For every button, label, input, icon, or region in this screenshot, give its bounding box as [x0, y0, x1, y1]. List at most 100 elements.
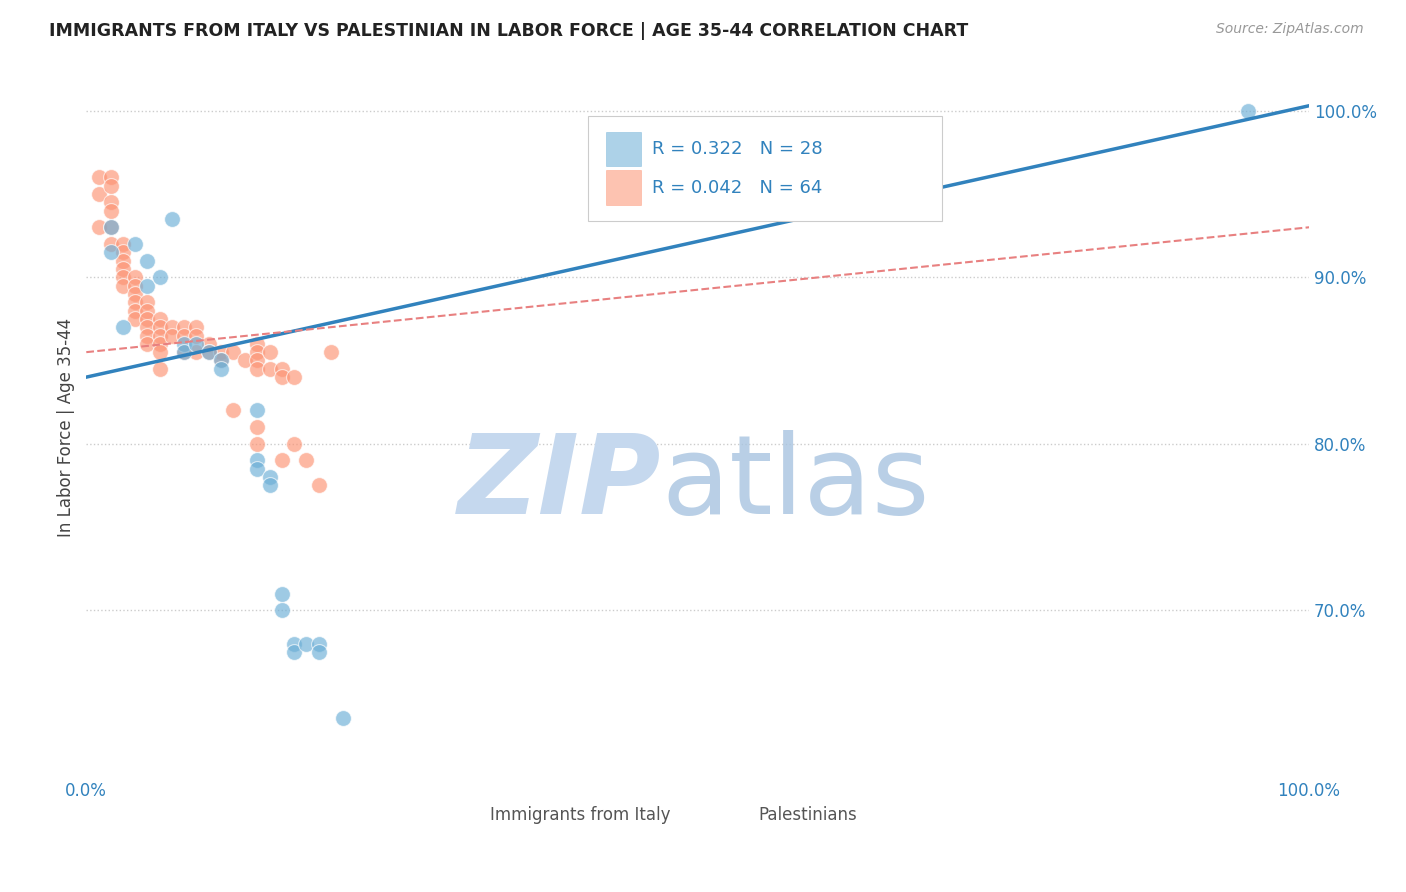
Point: [136, 328, 159, 343]
Point: [246, 353, 269, 368]
Point: [136, 295, 159, 310]
Point: [111, 278, 134, 293]
Point: [124, 278, 146, 293]
FancyBboxPatch shape: [606, 170, 641, 204]
Point: [308, 645, 330, 659]
Point: [111, 320, 134, 334]
Point: [149, 361, 172, 376]
FancyBboxPatch shape: [720, 805, 751, 830]
Text: Palestinians: Palestinians: [759, 806, 858, 824]
Point: [87, 186, 110, 201]
Point: [136, 278, 159, 293]
Point: [149, 345, 172, 359]
Point: [209, 361, 232, 376]
Point: [222, 345, 245, 359]
Point: [246, 336, 269, 351]
Point: [246, 403, 269, 417]
Point: [100, 245, 122, 260]
Point: [246, 436, 269, 450]
Point: [173, 345, 195, 359]
Text: Source: ZipAtlas.com: Source: ZipAtlas.com: [1216, 22, 1364, 37]
Text: atlas: atlas: [661, 430, 929, 536]
Point: [246, 461, 269, 475]
Point: [283, 636, 305, 650]
Point: [186, 336, 208, 351]
Point: [136, 336, 159, 351]
FancyBboxPatch shape: [606, 132, 641, 166]
Point: [160, 211, 183, 226]
Point: [124, 303, 146, 318]
Point: [111, 236, 134, 251]
Point: [319, 345, 342, 359]
Text: R = 0.322   N = 28: R = 0.322 N = 28: [652, 140, 823, 159]
Point: [222, 403, 245, 417]
Point: [209, 353, 232, 368]
Point: [332, 711, 354, 725]
Point: [111, 253, 134, 268]
Point: [295, 453, 318, 467]
FancyBboxPatch shape: [451, 805, 482, 830]
Point: [283, 436, 305, 450]
Point: [271, 361, 294, 376]
Point: [283, 645, 305, 659]
Point: [136, 311, 159, 326]
Point: [160, 320, 183, 334]
Point: [186, 320, 208, 334]
Point: [111, 270, 134, 285]
Point: [197, 345, 219, 359]
Point: [308, 636, 330, 650]
Point: [271, 586, 294, 600]
Point: [271, 603, 294, 617]
Point: [149, 311, 172, 326]
Point: [271, 453, 294, 467]
Point: [100, 220, 122, 235]
Point: [209, 353, 232, 368]
Point: [160, 328, 183, 343]
Point: [100, 220, 122, 235]
Text: IMMIGRANTS FROM ITALY VS PALESTINIAN IN LABOR FORCE | AGE 35-44 CORRELATION CHAR: IMMIGRANTS FROM ITALY VS PALESTINIAN IN …: [49, 22, 969, 40]
Point: [124, 236, 146, 251]
Point: [111, 261, 134, 276]
Point: [186, 328, 208, 343]
Point: [295, 636, 318, 650]
Point: [246, 345, 269, 359]
FancyBboxPatch shape: [588, 116, 942, 221]
Point: [173, 345, 195, 359]
Point: [246, 453, 269, 467]
Point: [233, 353, 256, 368]
Point: [246, 420, 269, 434]
Point: [124, 311, 146, 326]
Point: [124, 295, 146, 310]
Point: [124, 286, 146, 301]
Point: [149, 328, 172, 343]
Point: [136, 320, 159, 334]
Point: [136, 253, 159, 268]
Point: [136, 303, 159, 318]
Point: [197, 345, 219, 359]
Point: [186, 345, 208, 359]
Point: [124, 270, 146, 285]
Text: ZIP: ZIP: [457, 430, 661, 536]
Point: [259, 345, 281, 359]
Text: R = 0.042   N = 64: R = 0.042 N = 64: [652, 178, 823, 197]
Point: [197, 336, 219, 351]
Point: [173, 336, 195, 351]
Point: [149, 270, 172, 285]
Point: [259, 361, 281, 376]
Point: [100, 178, 122, 193]
Point: [246, 361, 269, 376]
Point: [259, 470, 281, 484]
Point: [1237, 103, 1260, 118]
Point: [308, 478, 330, 492]
Point: [100, 203, 122, 218]
Point: [173, 328, 195, 343]
Y-axis label: In Labor Force | Age 35-44: In Labor Force | Age 35-44: [58, 318, 75, 537]
Text: Immigrants from Italy: Immigrants from Italy: [489, 806, 671, 824]
Point: [87, 170, 110, 185]
Point: [209, 345, 232, 359]
Point: [100, 170, 122, 185]
Point: [173, 320, 195, 334]
Point: [149, 320, 172, 334]
Point: [100, 236, 122, 251]
Point: [149, 336, 172, 351]
